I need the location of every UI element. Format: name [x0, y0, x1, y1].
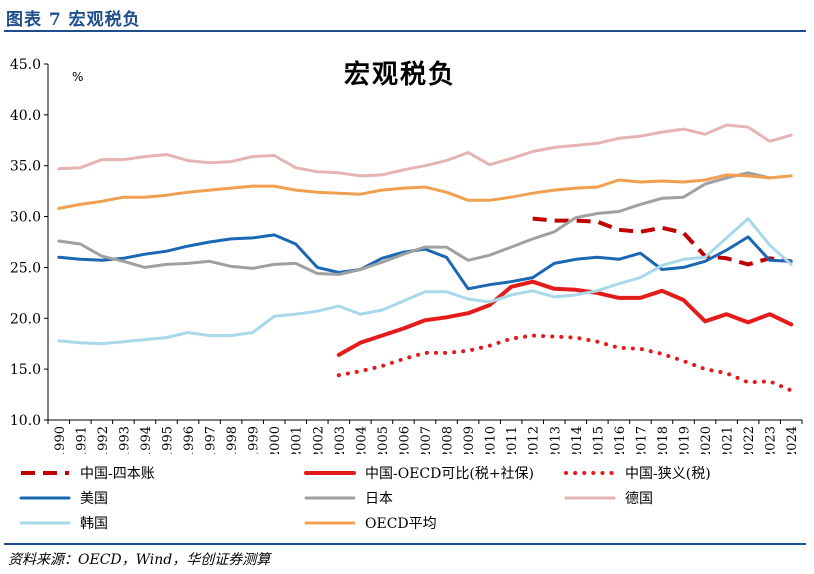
x-tick-label: 1996 [182, 426, 197, 454]
chart-title: 宏观税负 [343, 60, 456, 90]
legend-item: 中国-OECD可比(税+社保) [303, 462, 534, 484]
legend-label: 中国-四本账 [80, 466, 155, 482]
x-tick-label: 1994 [139, 426, 154, 454]
figure-header: 图表 7 宏观税负 [0, 0, 814, 32]
x-tick-label: 2024 [785, 426, 800, 454]
line-chart: 10.0 15.0 20.0 25.0 30.0 35.0 40.0 45.0 1990 1991… [10, 57, 803, 454]
x-tick-label: 2015 [591, 426, 606, 454]
source-note: 资料来源：OECD，Wind，华创证券测算 [8, 552, 271, 568]
legend-item: OECD平均 [303, 512, 437, 534]
x-tick-label: 2013 [548, 426, 563, 454]
series-line-3 [57, 233, 793, 291]
series-line-1 [336, 279, 794, 357]
legend-swatch [19, 521, 71, 525]
header-rule [4, 30, 806, 32]
legend-label: 中国-OECD可比(税+社保) [365, 466, 535, 482]
legend: 中国-四本账 中国-OECD可比(税+社保) 中国-狭义(税) 美国 日本 德国韩国 OEC… [18, 462, 808, 542]
y-tick-label: 45.0 [10, 57, 41, 73]
x-tick-label: 2019 [678, 426, 693, 454]
x-tick-label: 1990 [53, 426, 68, 454]
legend-label: 中国-狭义(税) [625, 466, 711, 482]
x-tick-label: 2002 [311, 426, 326, 454]
x-tick-label: 2023 [764, 426, 779, 454]
x-tick-label: 2004 [354, 426, 369, 454]
legend-swatch [564, 471, 616, 475]
legend-swatch [21, 471, 69, 475]
legend-item: 中国-四本账 [18, 462, 155, 484]
y-tick-label: 25.0 [10, 260, 41, 276]
x-tick-label: 1995 [160, 426, 175, 454]
x-tick-label: 2006 [397, 426, 412, 454]
x-tick-label: 2008 [441, 426, 456, 454]
legend-swatch [304, 521, 356, 525]
legend-item: 中国-狭义(税) [563, 462, 711, 484]
x-tick-label: 1991 [74, 426, 89, 454]
x-tick-label: 2016 [613, 426, 628, 454]
legend-swatch [19, 496, 71, 500]
y-tick-label: 40.0 [10, 108, 41, 124]
y-tick-label: 30.0 [10, 210, 41, 226]
x-tick-label: 2022 [742, 426, 757, 454]
x-tick-label: 2014 [570, 426, 585, 454]
legend-label: OECD平均 [365, 516, 437, 532]
series-line-0 [532, 216, 792, 267]
footer-rule [4, 543, 806, 545]
legend-label: 韩国 [80, 516, 108, 532]
x-tick-label: 1998 [225, 426, 240, 454]
legend-item: 美国 [18, 487, 108, 509]
legend-item: 日本 [303, 487, 393, 509]
x-tick-label: 2012 [527, 426, 542, 454]
x-tick-label: 1993 [117, 426, 132, 454]
x-tick-label: 2020 [699, 426, 714, 454]
series-line-4 [57, 171, 772, 276]
series-line-7 [57, 173, 793, 210]
y-tick-label: 35.0 [10, 159, 41, 175]
y-tick-label: 10.0 [10, 413, 41, 429]
x-tick-label: 2005 [376, 426, 391, 454]
legend-label: 德国 [625, 491, 653, 507]
legend-swatch [564, 496, 616, 500]
x-tick-label: 2011 [505, 426, 520, 454]
legend-item: 德国 [563, 487, 653, 509]
chart-container: 10.0 15.0 20.0 25.0 30.0 35.0 40.0 45.0 1990 1991… [0, 34, 814, 544]
series-line-5 [57, 123, 793, 178]
legend-label: 日本 [365, 491, 393, 507]
legend-swatch [304, 496, 356, 500]
series-line-6 [57, 217, 793, 346]
x-tick-label: 2021 [721, 426, 736, 454]
x-tick-label: 2010 [484, 426, 499, 454]
x-tick-label: 2000 [268, 426, 283, 454]
x-tick-label: 1999 [247, 426, 262, 454]
series-line-2 [336, 333, 794, 393]
x-tick-label: 2003 [333, 426, 348, 454]
x-tick-label: 1997 [204, 426, 219, 454]
unit-label: % [72, 70, 84, 84]
x-tick-label: 2007 [419, 426, 434, 454]
legend-item: 韩国 [18, 512, 108, 534]
x-tick-label: 2017 [634, 426, 649, 454]
x-tick-label: 2009 [462, 426, 477, 454]
y-tick-label: 15.0 [10, 362, 41, 378]
x-tick-label: 2018 [656, 426, 671, 454]
legend-label: 美国 [80, 491, 108, 507]
figure-label: 图表 7 宏观税负 [6, 10, 141, 30]
x-tick-label: 1992 [96, 426, 111, 454]
y-tick-label: 20.0 [10, 311, 41, 327]
x-tick-label: 2001 [290, 426, 305, 454]
legend-swatch [304, 471, 356, 475]
